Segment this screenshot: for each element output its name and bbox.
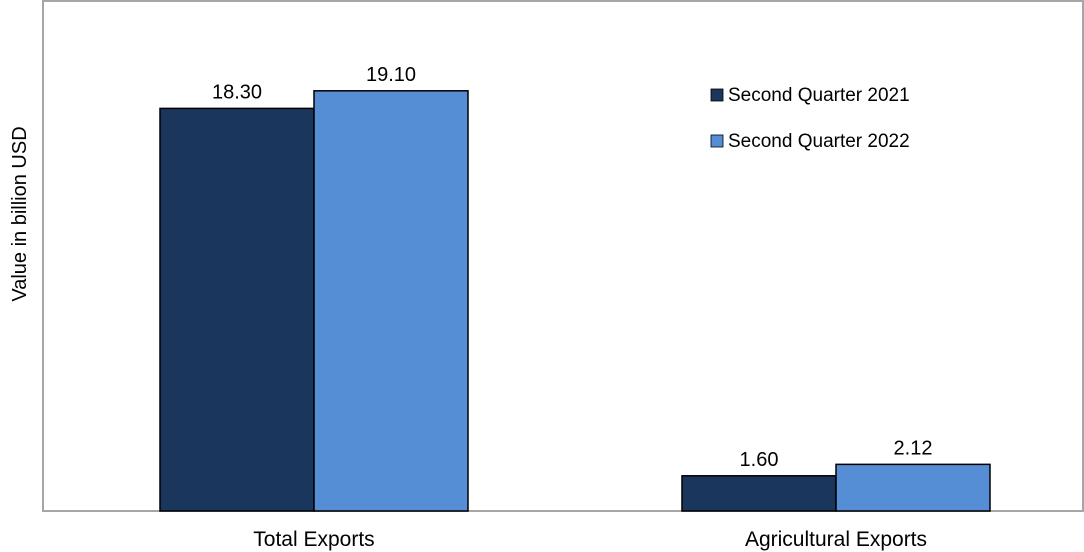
value-labels-group: 18.30 19.10 1.60 2.12 [212,64,933,471]
x-labels-group: Total Exports Agricultural Exports [253,528,927,551]
bar-total-exports-second-quarter-2022 [313,90,469,512]
legend-swatch-second-quarter-2022 [710,134,724,148]
bars-group [159,90,991,512]
legend-label-second-quarter-2022: Second Quarter 2022 [728,131,910,152]
data-label-total-exports-second-quarter-2022: 19.10 [366,64,416,86]
data-label-total-exports-second-quarter-2021: 18.30 [212,81,262,103]
x-tick-label-total-exports: Total Exports [253,528,374,551]
data-label-agricultural-exports-second-quarter-2021: 1.60 [740,449,779,471]
bar-agricultural-exports-second-quarter-2021 [681,475,837,512]
y-axis-label: Value in billion USD [9,126,31,301]
plot-border [42,0,1084,512]
legend-swatch-second-quarter-2021 [710,88,724,102]
legend-label-second-quarter-2021: Second Quarter 2021 [728,85,910,106]
data-label-agricultural-exports-second-quarter-2022: 2.12 [894,437,933,459]
bar-total-exports-second-quarter-2021 [159,107,315,512]
legend: Second Quarter 2021 Second Quarter 2022 [710,85,910,152]
bar-agricultural-exports-second-quarter-2022 [835,463,991,512]
x-tick-label-agricultural-exports: Agricultural Exports [745,528,927,551]
